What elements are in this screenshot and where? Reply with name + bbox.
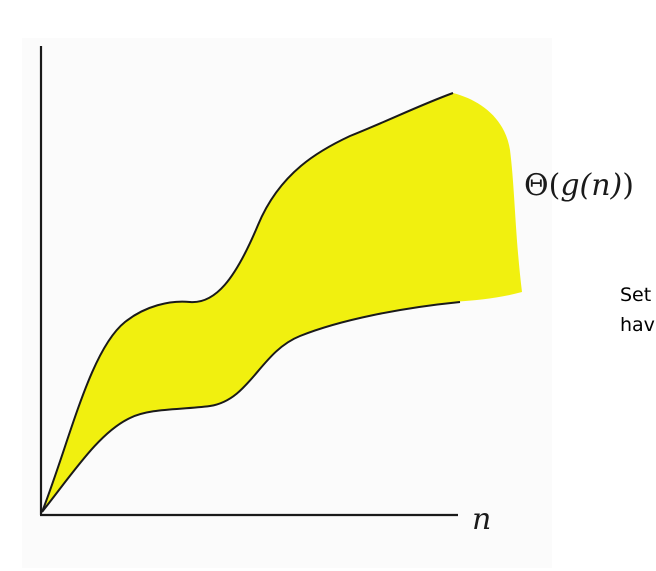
side-note-text: Set hav	[620, 280, 655, 340]
lower-bound-curve	[41, 301, 461, 513]
side-note-line-1: Set	[620, 284, 652, 306]
theta-prefix: Θ(	[524, 168, 561, 203]
theta-function: g(n)	[560, 168, 623, 203]
side-note-line-2: hav	[620, 314, 655, 336]
x-axis-label: n	[472, 502, 491, 537]
theta-region	[42, 93, 522, 512]
theta-g-n-label: Θ(g(n))	[524, 168, 634, 203]
theta-suffix: )	[622, 168, 634, 203]
upper-bound-curve	[41, 92, 454, 513]
